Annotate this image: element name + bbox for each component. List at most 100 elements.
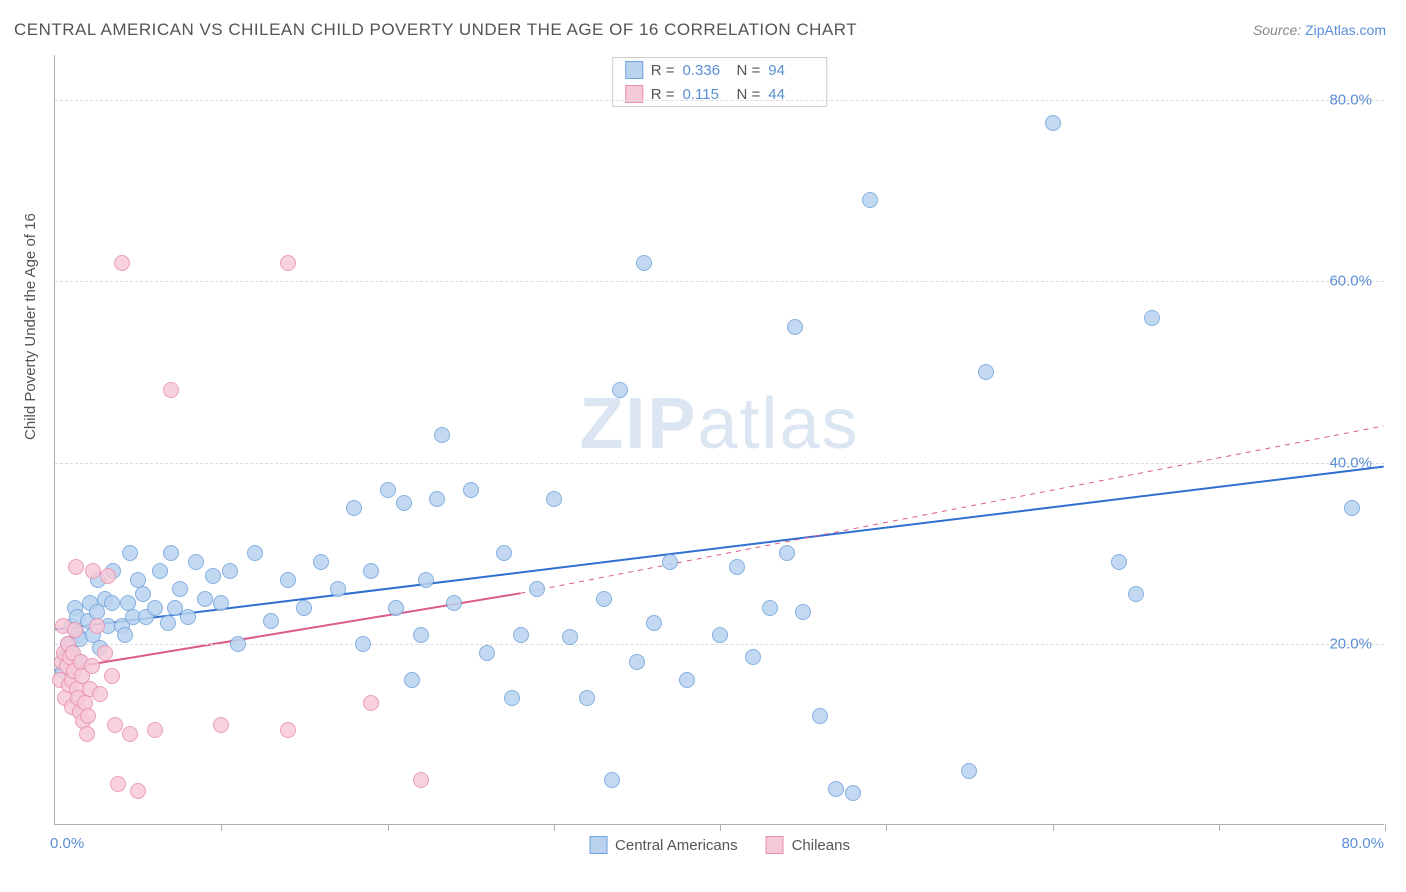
x-tick [720,824,721,831]
marker-chilean [363,695,379,711]
marker-central-american [280,572,296,588]
marker-central-american [513,627,529,643]
marker-central-american [205,568,221,584]
marker-central-american [429,491,445,507]
n-value: 94 [768,62,814,79]
marker-central-american [380,482,396,498]
marker-central-american [163,545,179,561]
marker-central-american [404,672,420,688]
y-tick-label: 80.0% [1329,92,1372,109]
marker-central-american [446,595,462,611]
marker-chilean [92,686,108,702]
marker-central-american [413,627,429,643]
marker-central-american [978,364,994,380]
gridline [55,281,1384,282]
stats-row: R = 0.336 N = 94 [613,58,827,82]
marker-central-american [104,595,120,611]
marker-central-american [828,781,844,797]
marker-central-american [612,382,628,398]
marker-central-american [213,595,229,611]
marker-central-american [1128,586,1144,602]
marker-central-american [188,554,204,570]
legend-item: Chileans [766,836,850,854]
marker-chilean [147,722,163,738]
stats-row: R =0.115N =44 [613,82,827,106]
marker-central-american [135,586,151,602]
marker-central-american [355,636,371,652]
marker-central-american [779,545,795,561]
marker-central-american [363,563,379,579]
marker-central-american [180,609,196,625]
marker-central-american [222,563,238,579]
marker-central-american [596,591,612,607]
marker-central-american [346,500,362,516]
marker-central-american [529,581,545,597]
marker-central-american [812,708,828,724]
marker-central-american [862,192,878,208]
legend-label: Chileans [792,837,850,854]
marker-central-american [562,629,578,645]
marker-central-american [388,600,404,616]
marker-chilean [122,726,138,742]
trend-lines-layer [55,55,1384,824]
gridline [55,463,1384,464]
series-swatch [589,836,607,854]
marker-chilean [110,776,126,792]
marker-central-american [604,772,620,788]
bottom-legend: Central Americans Chileans [589,836,850,854]
marker-central-american [463,482,479,498]
marker-chilean [100,568,116,584]
marker-chilean [79,726,95,742]
marker-central-american [152,563,168,579]
marker-central-american [147,600,163,616]
r-value: 0.336 [683,62,729,79]
x-tick [221,824,222,831]
marker-central-american [197,591,213,607]
marker-central-american [122,545,138,561]
marker-central-american [1344,500,1360,516]
gridline [55,644,1384,645]
x-tick [554,824,555,831]
y-axis-label: Child Poverty Under the Age of 16 [22,213,39,440]
marker-central-american [961,763,977,779]
marker-central-american [313,554,329,570]
marker-central-american [230,636,246,652]
legend-label: Central Americans [615,837,738,854]
marker-chilean [413,772,429,788]
marker-central-american [845,785,861,801]
marker-central-american [745,649,761,665]
marker-central-american [1045,115,1061,131]
x-tick [388,824,389,831]
marker-central-american [263,613,279,629]
source-link[interactable]: ZipAtlas.com [1305,22,1386,38]
marker-central-american [247,545,263,561]
series-swatch [766,836,784,854]
marker-chilean [68,559,84,575]
y-tick-label: 40.0% [1329,454,1372,471]
x-tick [1053,824,1054,831]
marker-chilean [107,717,123,733]
n-label: N = [737,62,761,79]
marker-central-american [496,545,512,561]
marker-central-american [729,559,745,575]
x-axis-max-label: 80.0% [1341,835,1384,852]
marker-central-american [795,604,811,620]
marker-chilean [89,618,105,634]
legend-item: Central Americans [589,836,738,854]
scatter-plot-area: ZIPatlas R =0.336N =94R =0.115N =44 Cent… [54,55,1384,825]
series-swatch [625,61,643,79]
marker-chilean [130,783,146,799]
marker-chilean [213,717,229,733]
marker-central-american [579,690,595,706]
marker-central-american [662,554,678,570]
marker-central-american [434,427,450,443]
marker-chilean [97,645,113,661]
marker-central-american [546,491,562,507]
r-label: R = [651,62,675,79]
y-tick-label: 20.0% [1329,635,1372,652]
x-tick [1385,824,1386,831]
marker-chilean [104,668,120,684]
y-tick-label: 60.0% [1329,273,1372,290]
marker-central-american [712,627,728,643]
marker-chilean [163,382,179,398]
